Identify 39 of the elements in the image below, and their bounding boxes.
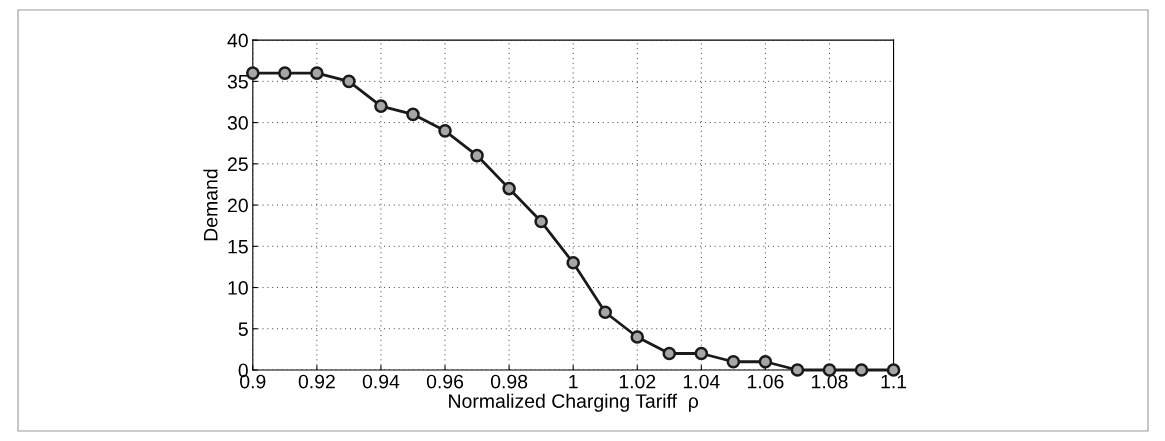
- point: [470, 148, 484, 163]
- x-tick-label: 1.02: [619, 374, 656, 389]
- x-tick-label: 1.1: [881, 374, 907, 389]
- y-tick-label: 15: [228, 239, 248, 254]
- y-tick-label: 40: [227, 33, 248, 48]
- x-tick-label: 1: [569, 374, 578, 389]
- point: [566, 255, 580, 270]
- point: [374, 99, 388, 113]
- x-tick-label: 0.96: [426, 374, 464, 389]
- point: [790, 363, 805, 377]
- point: [726, 354, 741, 369]
- point: [502, 181, 516, 196]
- point: [246, 66, 260, 80]
- x-tick-label: 0.98: [490, 374, 528, 389]
- point: [342, 74, 356, 89]
- point: [534, 214, 548, 229]
- point: [758, 354, 773, 369]
- x-tick-label: 1.06: [747, 374, 784, 389]
- point: [438, 124, 452, 138]
- point: [278, 66, 292, 80]
- point: [406, 107, 420, 122]
- point: [310, 66, 324, 80]
- y-tick-label: 20: [227, 198, 248, 213]
- point: [630, 330, 645, 344]
- y-tick-label: 5: [238, 322, 248, 336]
- y-tick-label: 10: [228, 281, 248, 295]
- x-tick-label: 1.08: [812, 374, 848, 389]
- x-tick-label: 0.94: [362, 374, 400, 389]
- point: [694, 346, 709, 361]
- x-axis-title: Normalized Charging Tariff ρ: [449, 393, 699, 412]
- x-tick-label: 0.92: [298, 374, 335, 389]
- point: [662, 346, 677, 361]
- y-axis-title: Demand: [203, 169, 218, 241]
- y-tick-label: 30: [227, 116, 248, 130]
- y-tick-label: 25: [227, 157, 248, 172]
- point: [598, 305, 613, 320]
- x-tick-label: 1.04: [683, 374, 720, 389]
- y-tick-label: 35: [227, 74, 248, 89]
- point: [854, 363, 869, 377]
